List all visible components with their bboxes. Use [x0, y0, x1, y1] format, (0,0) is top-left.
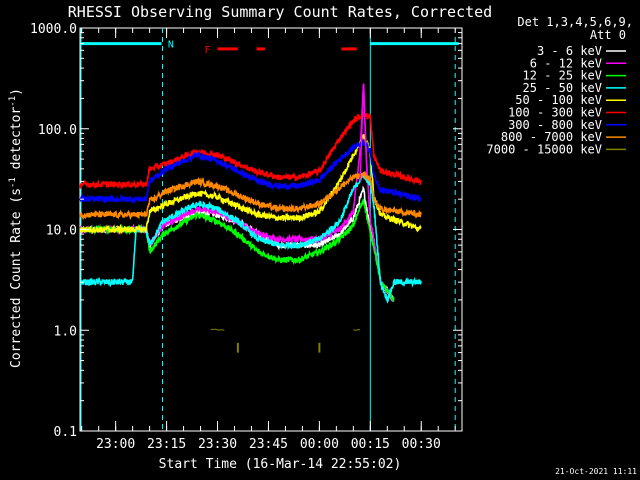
legend-header-line-1: Det 1,3,4,5,6,9, — [517, 15, 633, 29]
legend-header-line-2: Att 0 — [590, 28, 626, 42]
legend-label-5: 100 - 300 keV — [508, 106, 602, 120]
legend-label-0: 3 - 6 keV — [537, 44, 602, 58]
y-axis-label: Corrected Count Rate (s-1 detector-1) — [8, 88, 24, 368]
y-label-sup-2: -1 — [8, 96, 18, 107]
legend-label-4: 50 - 100 keV — [515, 93, 602, 107]
y-label-sup-1: -1 — [8, 177, 18, 188]
legend-label-1: 6 - 12 keV — [530, 56, 602, 70]
spike-0 — [359, 83, 368, 182]
x-tick-label: 23:00 — [96, 437, 135, 452]
legend-label-2: 12 - 25 keV — [523, 69, 602, 83]
y-label-part-3: ) — [9, 88, 24, 96]
legend-label-6: 300 - 800 keV — [508, 118, 602, 132]
x-tick-label: 00:15 — [351, 437, 390, 452]
x-tick-label: 23:30 — [198, 437, 237, 452]
y-tick-label: 1000.0 — [30, 22, 77, 37]
x-tick-label: 23:15 — [147, 437, 186, 452]
series-line-4 — [79, 134, 422, 236]
x-tick-label: 00:00 — [300, 437, 339, 452]
series-line-7 — [79, 170, 422, 221]
x-axis: 23:00 23:15 23:30 23:45 00:00 00:15 00:30 — [81, 28, 456, 452]
x-tick-label: 23:45 — [249, 437, 288, 452]
y-label-part-1: Corrected Count Rate (s — [9, 188, 24, 368]
legend-label-8: 7000 - 15000 keV — [486, 142, 602, 156]
y-tick-label: 1.0 — [54, 324, 77, 339]
chart-title: RHESSI Observing Summary Count Rates, Co… — [68, 3, 492, 21]
annotation-label-1: F — [205, 45, 211, 56]
x-axis-label: Start Time (16-Mar-14 22:55:02) — [159, 457, 402, 472]
series-line-6 — [79, 137, 422, 205]
footer-timestamp: 21-Oct-2021 11:11 — [555, 467, 637, 476]
legend-label-7: 800 - 7000 keV — [501, 130, 602, 144]
x-tick-label: 00:30 — [402, 437, 441, 452]
series-line-8-b — [353, 329, 361, 331]
y-tick-label: 100.0 — [38, 123, 77, 138]
y-tick-label: 0.1 — [54, 425, 77, 440]
series-line-8 — [210, 328, 225, 331]
y-tick-label: 10.0 — [46, 224, 77, 239]
y-axis: 0.1 1.0 10.0 100.0 1000.0 — [30, 22, 462, 440]
annotation-label-0: N — [168, 40, 174, 51]
legend-label-3: 25 - 50 keV — [523, 81, 602, 95]
y-label-part-2: detector — [9, 107, 24, 178]
